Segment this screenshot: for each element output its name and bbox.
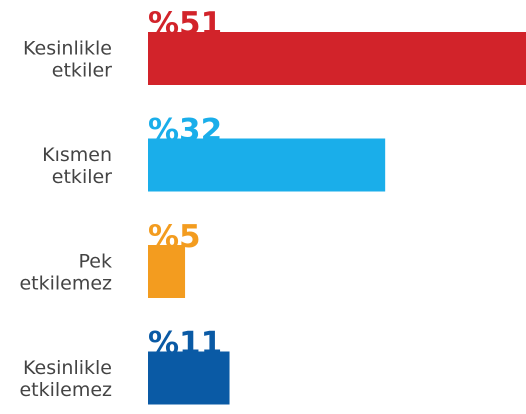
- category-label: etkiler: [52, 166, 112, 188]
- category-label: Kısmen: [42, 144, 112, 166]
- category-label: etkilemez: [19, 379, 112, 401]
- bar: [148, 32, 526, 85]
- category-label: Pek: [79, 251, 112, 273]
- category-label: Kesinlikle: [23, 38, 112, 60]
- value-label: %32: [148, 113, 222, 149]
- bar: [148, 138, 386, 192]
- category-label: etkilemez: [19, 273, 112, 295]
- bar: [148, 351, 230, 405]
- category-label: etkiler: [52, 60, 112, 82]
- value-label: %5: [148, 219, 201, 255]
- value-label: %51: [148, 6, 222, 42]
- value-label: %11: [148, 326, 222, 362]
- bar: [148, 245, 186, 298]
- category-label: Kesinlikle: [23, 357, 112, 379]
